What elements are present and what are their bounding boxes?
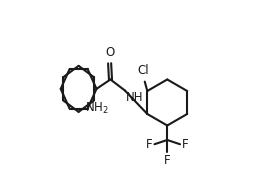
Text: F: F: [146, 138, 152, 151]
Text: Cl: Cl: [137, 64, 149, 77]
Text: F: F: [182, 138, 189, 151]
Text: NH$_2$: NH$_2$: [85, 101, 109, 116]
Text: O: O: [105, 46, 114, 59]
Text: NH: NH: [126, 91, 143, 104]
Text: F: F: [164, 154, 170, 167]
